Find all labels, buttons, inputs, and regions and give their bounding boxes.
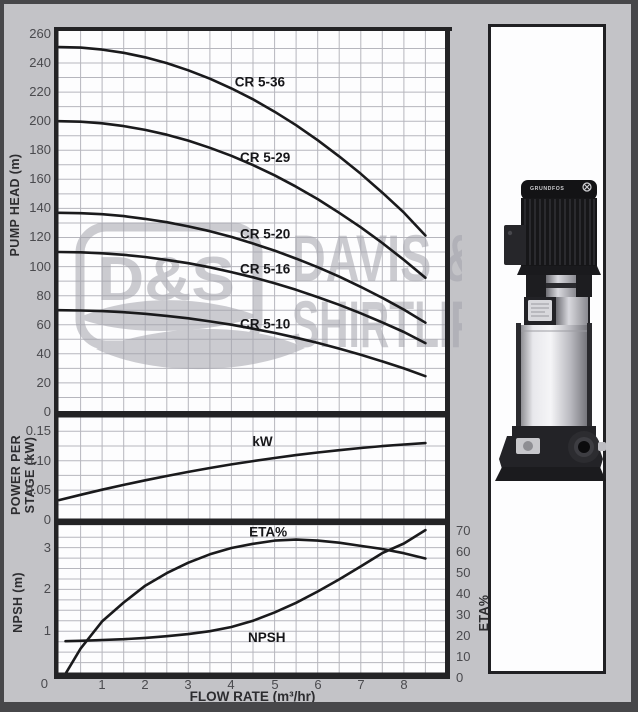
impeller-logo-icon	[582, 182, 592, 192]
coupling-clamp	[546, 283, 576, 288]
ytick-head-160: 160	[29, 171, 51, 186]
npsh-axis-title: NPSH (m)	[11, 572, 25, 633]
base-collar	[512, 426, 596, 437]
ytick-npsh-3: 3	[43, 540, 51, 555]
ytick-head-240: 240	[29, 55, 51, 70]
ytick-eta-60: 60	[456, 544, 471, 559]
ytick-head-40: 40	[36, 346, 51, 361]
plot-area-npsh	[58, 525, 445, 673]
ytick-head-260: 260	[29, 26, 51, 41]
curve-label-CR-5-29: CR 5-29	[240, 150, 290, 165]
curve-CR-5-20	[57, 211, 427, 325]
staybolt-left	[516, 323, 521, 431]
nameplate	[528, 300, 552, 321]
motor-top-cap	[521, 180, 597, 200]
xtick-8: 8	[400, 677, 408, 692]
ytick-eta-70: 70	[456, 523, 471, 538]
ytick-head-60: 60	[36, 317, 51, 332]
motor-flange	[517, 266, 601, 275]
ytick-eta-20: 20	[456, 628, 471, 643]
xtick-3: 3	[184, 677, 192, 692]
ytick-eta-0: 0	[456, 670, 464, 685]
ytick-head-100: 100	[29, 259, 51, 274]
curve-label-CR-5-36: CR 5-36	[235, 74, 286, 89]
pump-head-section	[524, 275, 592, 325]
ytick-power-0: 0	[43, 512, 51, 527]
xtick-6: 6	[314, 677, 322, 692]
ytick-head-20: 20	[36, 375, 51, 390]
drain-plug	[523, 441, 533, 451]
curve-kW	[57, 441, 427, 502]
curve-CR-5-10	[57, 308, 427, 378]
curve-label-NPSH: NPSH	[248, 630, 286, 645]
ytick-power-0.15: 0.15	[25, 423, 51, 438]
curve-label-kW: kW	[252, 434, 273, 449]
ytick-head-200: 200	[29, 113, 51, 128]
ytick-power-0.10: 0.10	[25, 453, 51, 468]
flange-bolt	[598, 442, 606, 451]
terminal-box-screw	[507, 230, 513, 236]
ytick-eta-10: 10	[456, 649, 471, 664]
head-steel	[556, 297, 588, 325]
curve-CR-5-29	[57, 119, 427, 280]
flow-rate-axis-title: FLOW RATE (m³/hr)	[189, 689, 316, 704]
motor-assembly: GRUNDFOS	[504, 180, 601, 275]
curve-ETA-	[64, 538, 427, 676]
impeller-logo-cross	[583, 183, 591, 191]
xtick-1: 1	[98, 677, 106, 692]
ytick-eta-50: 50	[456, 565, 471, 580]
ytick-head-0: 0	[43, 404, 51, 419]
chamber-sleeve	[516, 323, 592, 431]
ytick-head-220: 220	[29, 84, 51, 99]
ytick-eta-40: 40	[456, 586, 471, 601]
curve-label-CR-5-10: CR 5-10	[240, 317, 290, 332]
staybolt-right	[587, 323, 592, 431]
xtick-7: 7	[357, 677, 365, 692]
base-plate	[495, 467, 606, 481]
xtick-5: 5	[271, 677, 279, 692]
ytick-eta-30: 30	[456, 607, 471, 622]
xtick-2: 2	[141, 677, 149, 692]
curve-label-CR-5-20: CR 5-20	[240, 226, 290, 241]
ytick-head-80: 80	[36, 288, 51, 303]
sleeve-cylinder	[521, 325, 587, 429]
discharge-port	[578, 441, 590, 453]
pump-base	[495, 426, 606, 481]
origin-zero-tick: 0	[40, 676, 48, 691]
ytick-npsh-1: 1	[43, 623, 51, 638]
ytick-head-140: 140	[29, 200, 51, 215]
pump-photo-panel: GRUNDFOS	[488, 24, 606, 674]
curve-label-CR-5-16: CR 5-16	[240, 261, 291, 276]
motor-brand-text: GRUNDFOS	[530, 186, 564, 192]
ytick-power-0.05: 0.05	[25, 482, 51, 497]
watermark-line1: DAVIS &	[292, 221, 478, 295]
xtick-4: 4	[227, 677, 235, 692]
ytick-head-120: 120	[29, 229, 51, 244]
ytick-head-180: 180	[29, 142, 51, 157]
ytick-npsh-2: 2	[43, 581, 51, 596]
curve-CR-5-36	[57, 45, 427, 237]
terminal-box	[504, 225, 526, 265]
watermark-wave-2	[96, 328, 305, 370]
nameplate-lines	[531, 303, 549, 317]
curve-NPSH	[64, 528, 427, 643]
grid-power	[58, 417, 445, 520]
plot-area-power	[58, 417, 445, 520]
pump-photo: GRUNDFOS	[495, 180, 606, 481]
curve-label-ETA-: ETA%	[249, 524, 287, 539]
curve-CR-5-16	[57, 250, 427, 345]
plot-borders	[54, 27, 452, 679]
